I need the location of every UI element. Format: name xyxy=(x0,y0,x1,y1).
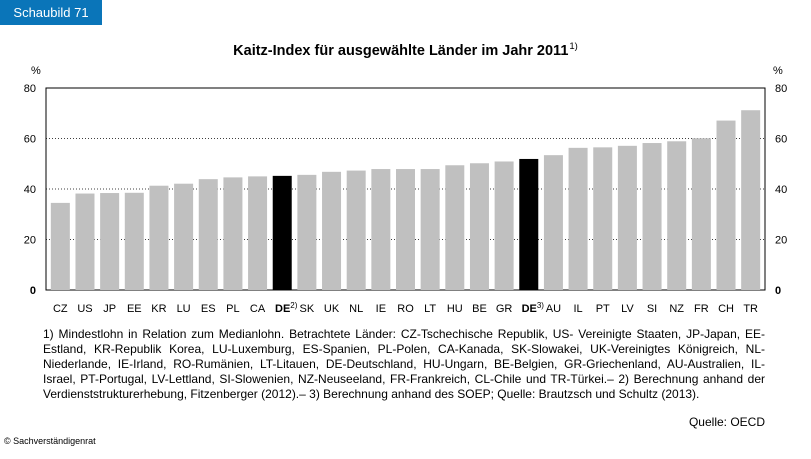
x-tick-label: LT xyxy=(424,303,436,315)
bar xyxy=(50,202,70,290)
bar xyxy=(322,171,342,290)
bar xyxy=(617,145,637,290)
x-tick-note: 2) xyxy=(290,301,297,310)
y-tick-label-right: 40 xyxy=(775,184,787,196)
x-tick-label: UK xyxy=(324,303,340,315)
y-tick-label-left: 20 xyxy=(24,235,36,247)
chart-title: Kaitz-Index für ausgewählte Länder im Ja… xyxy=(0,41,811,59)
bar xyxy=(445,165,465,290)
x-tick-label: EE xyxy=(127,303,142,315)
x-tick-label: SK xyxy=(300,303,315,315)
bar xyxy=(297,174,317,290)
bar xyxy=(124,192,144,290)
x-tick-label: RO xyxy=(397,303,414,315)
bar xyxy=(174,183,194,290)
y-tick-label-left: 0 xyxy=(30,285,36,297)
x-tick-label: PL xyxy=(226,303,239,315)
x-tick-label: FR xyxy=(694,303,709,315)
x-tick-label: US xyxy=(77,303,92,315)
x-tick-label: LV xyxy=(621,303,634,315)
x-tick-label: AU xyxy=(546,303,561,315)
x-tick-label: NL xyxy=(349,303,363,315)
x-tick-label: IE xyxy=(376,303,386,315)
bar xyxy=(223,177,243,290)
x-tick-label: NZ xyxy=(669,303,684,315)
copyright-note: © Sachverständigenrat xyxy=(4,436,96,446)
bar xyxy=(248,176,268,290)
x-tick-label: CH xyxy=(718,303,734,315)
bar xyxy=(568,147,588,290)
bar xyxy=(543,155,563,290)
x-tick-label: LU xyxy=(177,303,191,315)
y-tick-label-left: 60 xyxy=(24,134,36,146)
y-tick-label-left: 40 xyxy=(24,184,36,196)
chart-title-text: Kaitz-Index für ausgewählte Länder im Ja… xyxy=(233,43,569,59)
y-tick-label-right: 60 xyxy=(775,134,787,146)
bar xyxy=(272,175,292,290)
bar xyxy=(716,120,736,290)
bar xyxy=(642,143,662,290)
x-tick-label: BE xyxy=(472,303,487,315)
bar xyxy=(420,169,440,290)
x-tick-label: DE2) xyxy=(275,301,298,315)
bar xyxy=(149,185,169,290)
y-unit-left: % xyxy=(31,65,41,77)
y-tick-label-right: 20 xyxy=(775,235,787,247)
bar xyxy=(741,110,761,290)
x-tick-label: SI xyxy=(647,303,657,315)
bar xyxy=(198,179,218,290)
bar xyxy=(469,163,489,290)
bar xyxy=(371,169,391,290)
figure-badge: Schaubild 71 xyxy=(0,0,102,25)
x-tick-label: GR xyxy=(496,303,513,315)
bar xyxy=(691,138,711,290)
bar xyxy=(346,170,366,290)
y-unit-right: % xyxy=(773,65,783,77)
x-tick-label: IL xyxy=(573,303,582,315)
x-tick-label: TR xyxy=(743,303,758,315)
bar xyxy=(667,141,687,290)
bar xyxy=(75,193,95,290)
x-tick-label: PT xyxy=(596,303,610,315)
x-tick-label: KR xyxy=(151,303,166,315)
x-tick-label: CZ xyxy=(53,303,68,315)
source-note: Quelle: OECD xyxy=(688,415,765,429)
x-tick-label: JP xyxy=(103,303,116,315)
x-tick-note: 3) xyxy=(537,301,544,310)
bar-chart: 0 0 20 20 40 40 60 60 80 80% % CZ US JP EE KR LU ES PL CA DE… xyxy=(24,65,788,315)
bar xyxy=(593,147,613,290)
bar xyxy=(396,169,415,290)
y-tick-label-right: 0 xyxy=(775,285,781,297)
bar xyxy=(100,193,120,290)
chart-title-note: 1) xyxy=(569,41,578,52)
x-tick-label: ES xyxy=(201,303,216,315)
y-tick-label-left: 80 xyxy=(24,83,36,95)
footnote: 1) Mindestlohn in Relation zum Medianloh… xyxy=(43,327,765,401)
y-tick-label-right: 80 xyxy=(775,83,787,95)
bar xyxy=(519,158,539,290)
x-tick-label: CA xyxy=(250,303,266,315)
bar xyxy=(494,161,514,290)
x-tick-label: DE3) xyxy=(522,301,545,315)
x-tick-label: HU xyxy=(447,303,463,315)
